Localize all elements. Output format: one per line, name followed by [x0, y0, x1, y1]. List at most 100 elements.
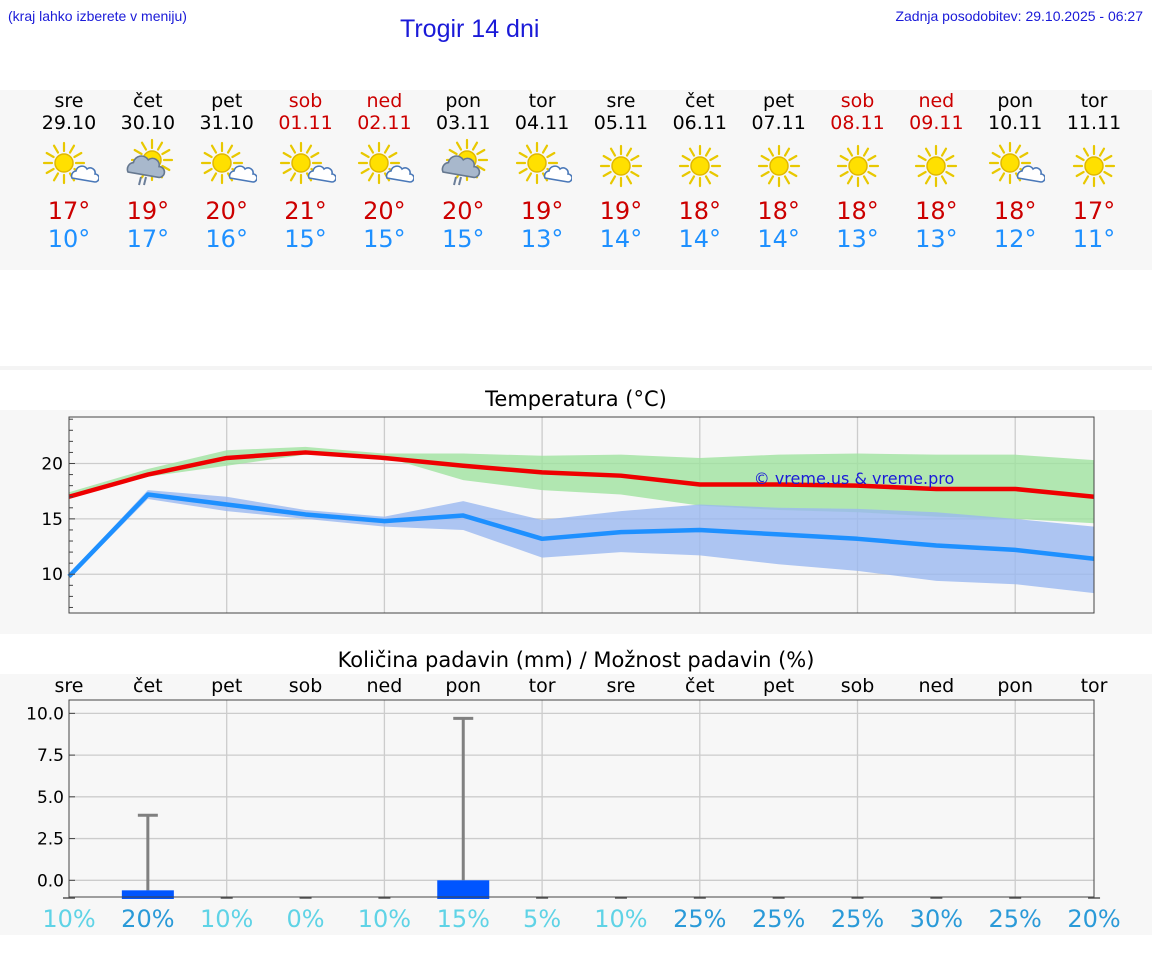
day-name: tor: [1080, 90, 1108, 112]
temp-min: 15°: [284, 225, 327, 253]
sun-ray: [787, 154, 798, 162]
day-date: 05.11: [593, 112, 649, 134]
temp-min: 13°: [520, 225, 564, 253]
day-label: tor: [529, 675, 556, 697]
precip-probability: 0%: [287, 905, 325, 933]
precip-probability: 30%: [910, 905, 963, 933]
sun-ray: [161, 164, 171, 172]
day-name: ned: [918, 90, 955, 112]
day-date: 01.11: [278, 112, 333, 134]
cloud-shape: [70, 165, 99, 183]
sun-ray: [625, 175, 633, 185]
cloud-shape: [441, 155, 481, 179]
sun-shape: [42, 141, 86, 185]
sun-icon: [757, 144, 800, 188]
sun-ray: [518, 167, 528, 175]
sun-ray: [839, 170, 849, 178]
cloud-shape: [126, 155, 166, 179]
day-column: čet 06.11 18° 14°: [655, 90, 745, 253]
sun-ray: [68, 144, 76, 154]
sun-icon: [915, 144, 958, 188]
precip-probability: 25%: [989, 905, 1042, 933]
sun-ray: [226, 144, 233, 154]
sun-ray: [917, 170, 928, 178]
sun-ray: [360, 167, 371, 175]
day-label: sob: [841, 675, 875, 697]
sun-shape: [599, 144, 643, 188]
rain-shower-icon: [126, 138, 173, 186]
daily-forecast-band: [0, 90, 1152, 270]
cloud-shape: [1016, 165, 1046, 183]
temp-min: 14°: [599, 225, 643, 253]
sun-ray: [787, 170, 798, 178]
sun-disc: [768, 156, 789, 176]
day-name: tor: [528, 90, 556, 112]
day-column: sre 29.10 17° 10°: [24, 90, 114, 253]
temp-max: 20°: [363, 197, 406, 225]
day-date: 07.11: [751, 112, 806, 134]
day-column: sre 05.11 19° 14°: [576, 90, 666, 253]
sun-ray: [546, 151, 556, 159]
sun-ray: [846, 147, 853, 157]
cloud-shape: [307, 165, 336, 183]
y-tick-label: 5.0: [37, 788, 64, 808]
temp-max: 19°: [599, 197, 643, 225]
y-tick-label: 7.5: [37, 746, 64, 766]
cloud-shape: [386, 165, 415, 183]
sun-disc: [926, 156, 947, 176]
sun-icon: [678, 144, 721, 188]
sun-ray: [360, 151, 371, 159]
day-name: pon: [445, 90, 482, 112]
sun-ray: [52, 144, 60, 154]
day-date: 04.11: [514, 112, 570, 134]
sun-ray: [991, 151, 1001, 159]
precip-probability: 20%: [1067, 905, 1120, 933]
sun-ray: [384, 144, 391, 154]
sun-ray: [839, 154, 849, 162]
day-name: pet: [763, 90, 795, 112]
sun-ray: [709, 154, 719, 162]
temp-max: 21°: [284, 197, 327, 225]
day-name: sob: [840, 90, 875, 112]
sun-ray: [760, 170, 770, 178]
day-label: sre: [55, 675, 84, 697]
sun-ray: [289, 172, 296, 182]
max_range-band: [69, 446, 1095, 524]
sun-ray: [541, 144, 549, 154]
y-tick-label: 10.0: [26, 704, 64, 724]
day-date: 02.11: [357, 112, 412, 134]
precip-probability: 5%: [523, 905, 561, 933]
sun-ray: [609, 175, 617, 185]
sun-ray: [630, 154, 640, 162]
day-label: ned: [918, 675, 954, 697]
day-date: 30.10: [120, 112, 176, 134]
plot-frame: [68, 699, 1095, 898]
temp-min: 15°: [441, 225, 485, 253]
weather-icon: [103, 138, 193, 194]
sun-ray: [456, 141, 463, 151]
temp-min: 13°: [915, 225, 958, 253]
temp-min: 16°: [205, 225, 248, 253]
temp-min: 14°: [757, 225, 800, 253]
sun-ray: [472, 141, 479, 151]
temp-max: 18°: [836, 197, 879, 225]
sun-ray: [45, 167, 55, 175]
temp-min: 13°: [836, 225, 879, 253]
sun-ray: [309, 151, 319, 159]
temp-min: 14°: [678, 225, 722, 253]
cloud-outline: [70, 165, 99, 183]
sun-disc: [211, 153, 232, 173]
day-name: ned: [366, 90, 403, 112]
temp-min: 17°: [126, 225, 170, 253]
day-column: sob 08.11 18° 13°: [813, 90, 903, 253]
sun-ray: [1103, 170, 1113, 178]
day-column: ned 02.11 20° 15°: [339, 90, 429, 253]
temperature-chart-title: Temperatura (°C): [485, 387, 667, 411]
sun-ray: [45, 151, 55, 159]
sun-ray: [230, 151, 241, 159]
weather-icon: [1049, 138, 1139, 194]
day-name: sob: [288, 90, 323, 112]
sun-ray: [73, 151, 83, 159]
sun-ray: [991, 167, 1001, 175]
sun-ray: [630, 170, 640, 178]
